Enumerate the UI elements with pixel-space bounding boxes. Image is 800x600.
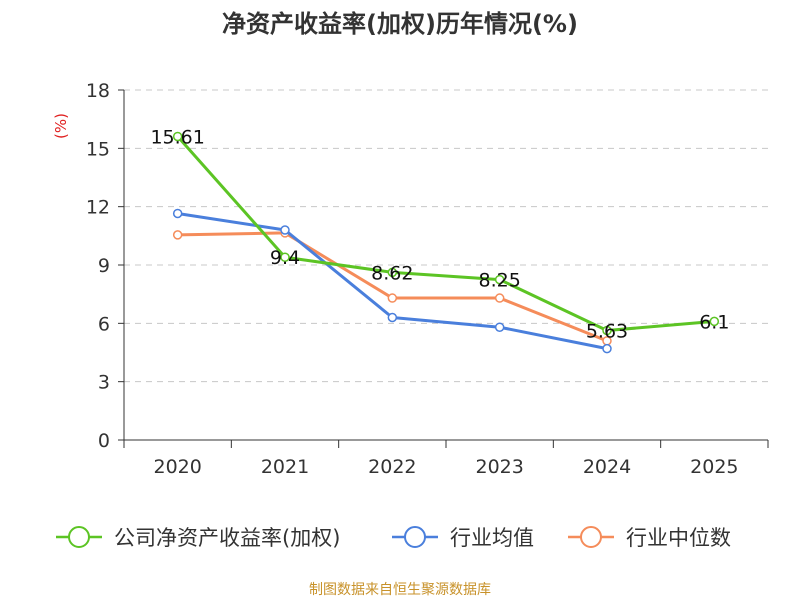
legend-item: 行业均值 (392, 526, 534, 550)
data-point (172, 131, 183, 142)
legend-item: 公司净资产收益率(加权) (56, 526, 340, 550)
y-tick-label: 6 (98, 313, 110, 335)
x-tick-label: 2025 (690, 456, 738, 478)
series-0 (172, 131, 720, 336)
x-tick-label: 2020 (153, 456, 201, 478)
legend-label: 公司净资产收益率(加权) (114, 526, 340, 550)
legend-marker-icon (68, 526, 90, 548)
data-point (709, 316, 720, 327)
x-tick-label: 2021 (261, 456, 309, 478)
y-tick-label: 0 (98, 430, 110, 452)
x-tick-label: 2023 (475, 456, 523, 478)
data-point (280, 225, 290, 235)
legend-marker-icon (404, 526, 426, 548)
data-point (602, 343, 612, 354)
data-label: 6.1 (699, 311, 729, 333)
series-line (177, 231, 608, 343)
data-labels: 15.61 9.4 8.62 8.25 5.63 6.1 (150, 126, 729, 342)
series-1 (172, 208, 612, 354)
series-2 (172, 228, 612, 346)
chart-title: 净资产收益率(加权)历年情况(%) (222, 10, 578, 38)
data-point (387, 267, 398, 278)
data-point (387, 312, 398, 323)
axes: 0 3 6 9 12 15 18 2020 2021 2022 2023 2024 2025 (86, 80, 769, 478)
y-tick-label: 18 (86, 80, 110, 102)
data-point (602, 325, 612, 336)
data-point (172, 208, 183, 219)
y-axis-unit-label: (%) (52, 113, 70, 139)
y-tick-label: 15 (86, 138, 110, 160)
series-line (176, 135, 715, 333)
y-tick-label: 9 (98, 255, 110, 277)
data-label: 8.25 (479, 270, 521, 292)
data-point (387, 293, 398, 303)
data-label: 15.61 (150, 126, 204, 148)
legend-item: 行业中位数 (568, 526, 731, 550)
data-label: 5.63 (586, 321, 628, 343)
y-tick-label: 12 (86, 197, 110, 219)
data-point (172, 230, 183, 240)
data-point (494, 322, 505, 332)
legend-marker-icon (580, 526, 602, 548)
x-tick-label: 2024 (583, 456, 631, 478)
data-point (494, 293, 505, 303)
legend: 公司净资产收益率(加权) 行业均值 行业中位数 (56, 526, 731, 550)
data-point (494, 274, 505, 285)
x-tick-label: 2022 (368, 456, 416, 478)
grid-lines (124, 89, 768, 383)
data-label: 9.4 (270, 247, 300, 269)
y-tick-label: 3 (98, 372, 110, 394)
legend-label: 行业中位数 (626, 526, 731, 550)
legend-label: 行业均值 (450, 526, 534, 550)
series-layer (172, 131, 720, 354)
data-label: 8.62 (371, 262, 413, 284)
data-point (280, 252, 290, 262)
source-note: 制图数据来自恒生聚源数据库 (309, 582, 491, 598)
